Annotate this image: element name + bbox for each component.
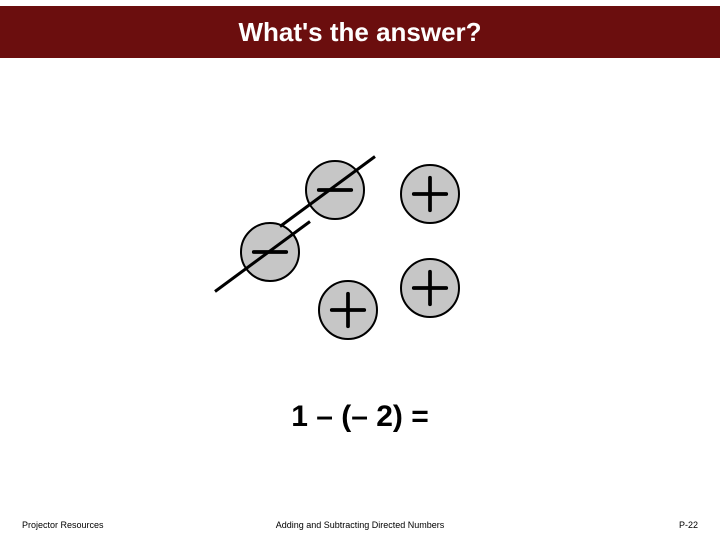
plus-token — [400, 164, 460, 224]
footer-center: Adding and Subtracting Directed Numbers — [0, 520, 720, 530]
plus-icon — [402, 260, 458, 316]
plus-token — [318, 280, 378, 340]
title-bar: What's the answer? — [0, 6, 720, 58]
footer: Projector Resources Adding and Subtracti… — [0, 512, 720, 530]
title-text: What's the answer? — [238, 17, 481, 48]
slide: What's the answer? 1 – (– 2) = Projector… — [0, 0, 720, 540]
plus-icon — [402, 166, 458, 222]
equation-text: 1 – (– 2) = — [0, 400, 720, 434]
token-diagram — [210, 150, 510, 370]
footer-right: P-22 — [679, 520, 698, 530]
plus-icon — [320, 282, 376, 338]
plus-token — [400, 258, 460, 318]
